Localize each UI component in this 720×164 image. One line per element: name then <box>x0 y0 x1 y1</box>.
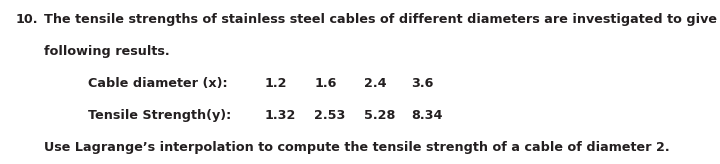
Text: 2.4: 2.4 <box>364 77 386 90</box>
Text: Cable diameter (x):: Cable diameter (x): <box>89 77 228 90</box>
Text: 1.6: 1.6 <box>314 77 336 90</box>
Text: 2.53: 2.53 <box>314 109 346 122</box>
Text: following results.: following results. <box>44 45 169 58</box>
Text: Tensile Strength(y):: Tensile Strength(y): <box>89 109 232 122</box>
Text: 3.6: 3.6 <box>411 77 433 90</box>
Text: The tensile strengths of stainless steel cables of different diameters are inves: The tensile strengths of stainless steel… <box>44 13 717 26</box>
Text: 1.32: 1.32 <box>265 109 296 122</box>
Text: 10.: 10. <box>16 13 38 26</box>
Text: 5.28: 5.28 <box>364 109 395 122</box>
Text: 1.2: 1.2 <box>265 77 287 90</box>
Text: 8.34: 8.34 <box>411 109 442 122</box>
Text: Use Lagrange’s interpolation to compute the tensile strength of a cable of diame: Use Lagrange’s interpolation to compute … <box>44 142 670 154</box>
